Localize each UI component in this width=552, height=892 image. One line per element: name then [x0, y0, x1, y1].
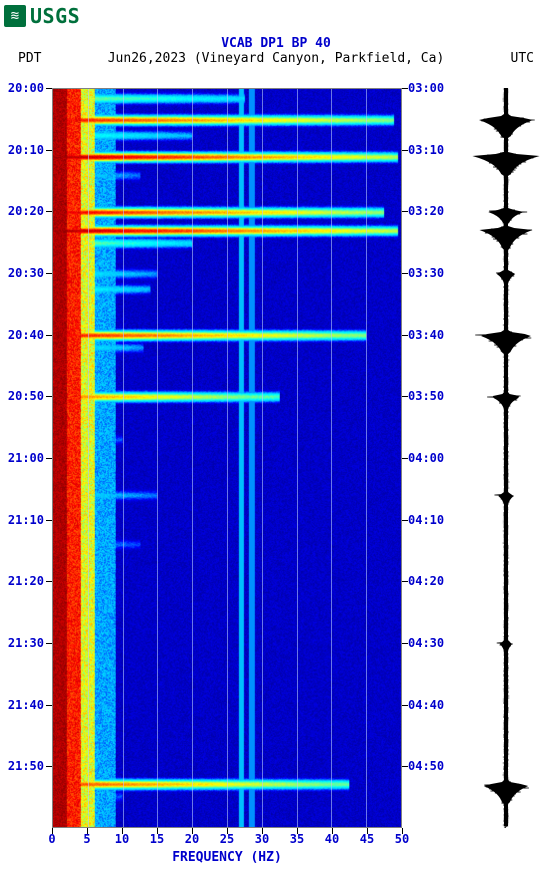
x-tick: 0: [48, 832, 55, 846]
y-tick-right: 03:10: [408, 143, 444, 157]
wave-icon: ≋: [4, 5, 26, 27]
y-tick-left: 21:10: [8, 513, 44, 527]
tz-left-label: PDT: [18, 51, 41, 66]
plot-title: VCAB DP1 BP 40: [0, 36, 552, 51]
x-tick: 30: [255, 832, 269, 846]
y-tick-right: 04:20: [408, 574, 444, 588]
y-tick-right: 03:30: [408, 266, 444, 280]
y-tick-right: 04:30: [408, 636, 444, 650]
y-tick-left: 20:40: [8, 328, 44, 342]
x-tick: 50: [395, 832, 409, 846]
x-axis-title: FREQUENCY (HZ): [52, 850, 402, 865]
y-tick-right: 03:00: [408, 81, 444, 95]
spectrogram-plot: [52, 88, 402, 828]
x-tick: 20: [185, 832, 199, 846]
x-tick: 45: [360, 832, 374, 846]
y-tick-right: 03:40: [408, 328, 444, 342]
y-tick-left: 20:10: [8, 143, 44, 157]
y-tick-right: 04:50: [408, 759, 444, 773]
y-tick-left: 21:40: [8, 698, 44, 712]
y-tick-left: 20:00: [8, 81, 44, 95]
x-tick: 25: [220, 832, 234, 846]
y-tick-right: 03:20: [408, 204, 444, 218]
y-axis-right: 03:0003:1003:2003:3003:4003:5004:0004:10…: [404, 88, 452, 828]
tz-right-label: UTC: [511, 51, 534, 66]
x-tick: 15: [150, 832, 164, 846]
y-tick-left: 21:50: [8, 759, 44, 773]
date-location: Jun26,2023 (Vineyard Canyon, Parkfield, …: [108, 51, 445, 66]
y-tick-left: 21:30: [8, 636, 44, 650]
y-tick-right: 04:40: [408, 698, 444, 712]
y-axis-left: 20:0020:1020:2020:3020:4020:5021:0021:10…: [0, 88, 48, 828]
y-tick-left: 21:20: [8, 574, 44, 588]
x-tick: 5: [83, 832, 90, 846]
usgs-logo: ≋ USGS: [4, 4, 80, 28]
x-tick: 10: [115, 832, 129, 846]
x-axis-labels: 05101520253035404550: [52, 832, 402, 852]
logo-text: USGS: [30, 4, 80, 28]
plot-header: VCAB DP1 BP 40 PDT Jun26,2023 (Vineyard …: [0, 36, 552, 66]
y-tick-left: 20:30: [8, 266, 44, 280]
x-tick: 40: [325, 832, 339, 846]
y-tick-left: 21:00: [8, 451, 44, 465]
x-tick: 35: [290, 832, 304, 846]
y-tick-left: 20:20: [8, 204, 44, 218]
y-tick-left: 20:50: [8, 389, 44, 403]
seismogram-trace: [470, 88, 542, 828]
y-tick-right: 03:50: [408, 389, 444, 403]
y-tick-right: 04:00: [408, 451, 444, 465]
y-tick-right: 04:10: [408, 513, 444, 527]
